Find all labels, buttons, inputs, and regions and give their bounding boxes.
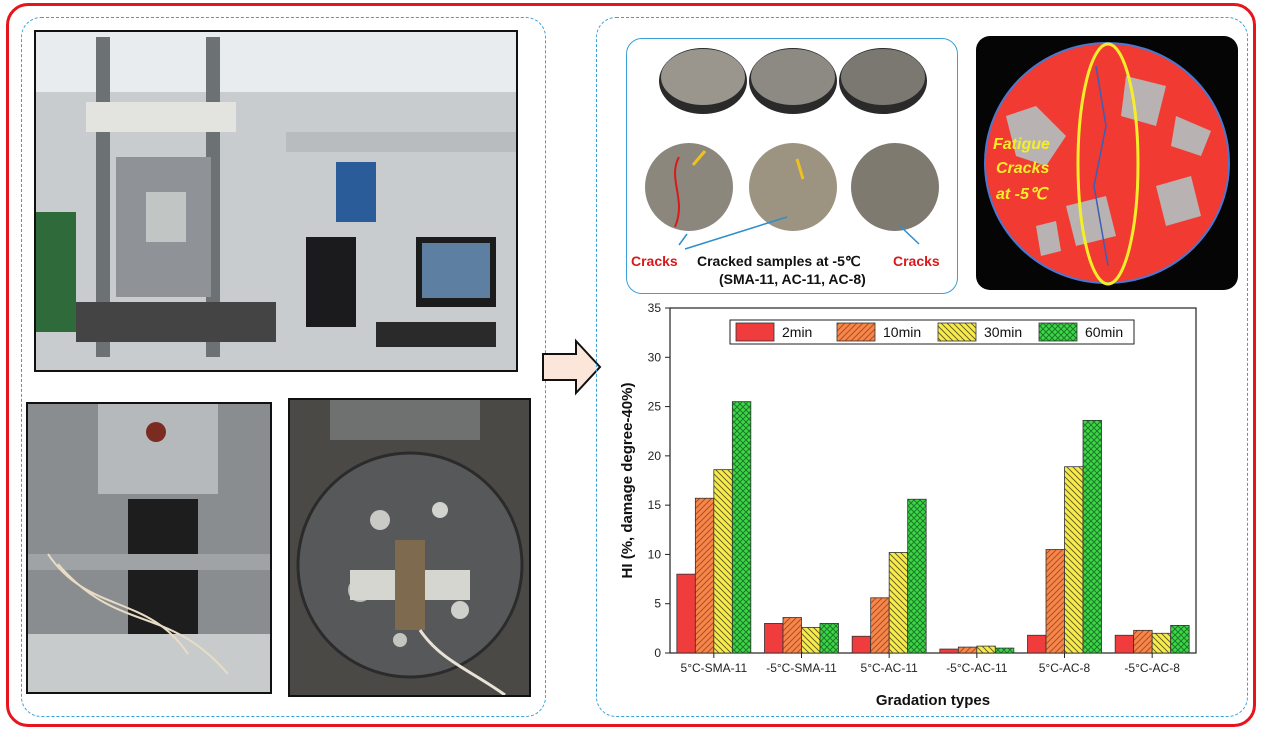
right-panel bbox=[596, 17, 1248, 717]
legend-swatch-30min bbox=[937, 322, 977, 342]
fatigue-crack-map: Fatigue Cracks at -5℃ bbox=[976, 36, 1238, 290]
x-tick-label: -5°C-SMA-11 bbox=[766, 661, 837, 675]
bar-2min bbox=[939, 648, 959, 654]
y-tick-label: 20 bbox=[648, 449, 662, 463]
lab-photo-illustration bbox=[36, 32, 516, 370]
bar-2min bbox=[676, 573, 696, 654]
cracked-samples-panel: Cracks Cracks Cracked samples at -5℃ (SM… bbox=[626, 38, 958, 294]
bar-30min bbox=[1064, 466, 1084, 654]
bar-30min bbox=[1151, 632, 1172, 654]
bar-30min bbox=[713, 469, 733, 654]
bar-60min bbox=[907, 498, 927, 654]
bar-10min bbox=[957, 646, 978, 654]
bar-60min bbox=[731, 401, 752, 654]
bar-10min bbox=[694, 497, 715, 654]
cracks-label-left: Cracks bbox=[631, 253, 678, 269]
arrow-icon bbox=[542, 338, 602, 396]
bar-30min bbox=[888, 552, 909, 654]
x-axis-title: Gradation types bbox=[876, 692, 990, 709]
bar-60min bbox=[1082, 419, 1102, 654]
samples-caption-line2: (SMA-11, AC-11, AC-8) bbox=[719, 271, 866, 287]
fatigue-label-line3: at -5℃ bbox=[996, 186, 1047, 203]
y-tick-label: 15 bbox=[648, 498, 662, 512]
x-tick-label: 5°C-AC-11 bbox=[861, 661, 919, 675]
samples-caption-line1: Cracked samples at -5℃ bbox=[697, 253, 861, 269]
fatigue-label-line1: Fatigue bbox=[993, 136, 1050, 153]
legend-label-10min: 10min bbox=[883, 324, 921, 340]
legend-swatch-60min bbox=[1038, 322, 1078, 342]
specimen-closeup-photo bbox=[26, 402, 272, 694]
bar-30min bbox=[801, 626, 821, 654]
legend-swatch-2min bbox=[735, 322, 775, 342]
bar-2min bbox=[1027, 634, 1047, 654]
closeup-illustration bbox=[28, 404, 270, 692]
bar-10min bbox=[1133, 629, 1153, 654]
bar-30min bbox=[976, 645, 996, 654]
cracks-label-right: Cracks bbox=[893, 253, 940, 269]
x-tick-label: -5°C-AC-11 bbox=[946, 661, 1008, 675]
bar-60min bbox=[994, 647, 1015, 654]
samples-illustration bbox=[645, 48, 939, 250]
fatigue-map-illustration bbox=[984, 42, 1230, 286]
legend-label-60min: 60min bbox=[1085, 324, 1123, 340]
bar-2min bbox=[851, 635, 872, 654]
y-tick-label: 10 bbox=[648, 547, 662, 561]
specimen-fixture-photo bbox=[288, 398, 531, 697]
bar-60min bbox=[819, 623, 839, 654]
legend-label-2min: 2min bbox=[782, 324, 812, 340]
x-tick-label: 5°C-SMA-11 bbox=[681, 661, 748, 675]
specimen-illustration bbox=[290, 400, 529, 695]
y-tick-label: 0 bbox=[654, 646, 661, 660]
bar-10min bbox=[870, 597, 890, 654]
fatigue-label-line2: Cracks bbox=[996, 160, 1050, 177]
bar-10min bbox=[782, 617, 802, 654]
y-tick-label: 35 bbox=[648, 301, 662, 315]
x-tick-label: 5°C-AC-8 bbox=[1039, 661, 1091, 675]
figure-frame bbox=[6, 3, 1256, 727]
y-axis-title: HI (%, damage degree-40%) bbox=[619, 383, 636, 579]
hi-bar-chart: 0 5 10 15 20 25 30 35 5°C-SMA-11 -5°C-SMA-11 5°C-A… bbox=[619, 301, 1197, 709]
bar-10min bbox=[1045, 549, 1065, 654]
legend-label-30min: 30min bbox=[984, 324, 1022, 340]
legend-swatch-10min bbox=[836, 322, 876, 342]
y-tick-label: 25 bbox=[648, 400, 662, 414]
bar-2min bbox=[1114, 634, 1135, 654]
y-tick-label: 30 bbox=[648, 350, 662, 364]
bar-60min bbox=[1170, 624, 1190, 654]
lab-equipment-photo bbox=[34, 30, 518, 372]
bar-2min bbox=[764, 623, 784, 654]
x-tick-label: -5°C-AC-8 bbox=[1124, 661, 1180, 675]
y-tick-label: 5 bbox=[654, 597, 661, 611]
plot-area bbox=[669, 307, 1197, 654]
